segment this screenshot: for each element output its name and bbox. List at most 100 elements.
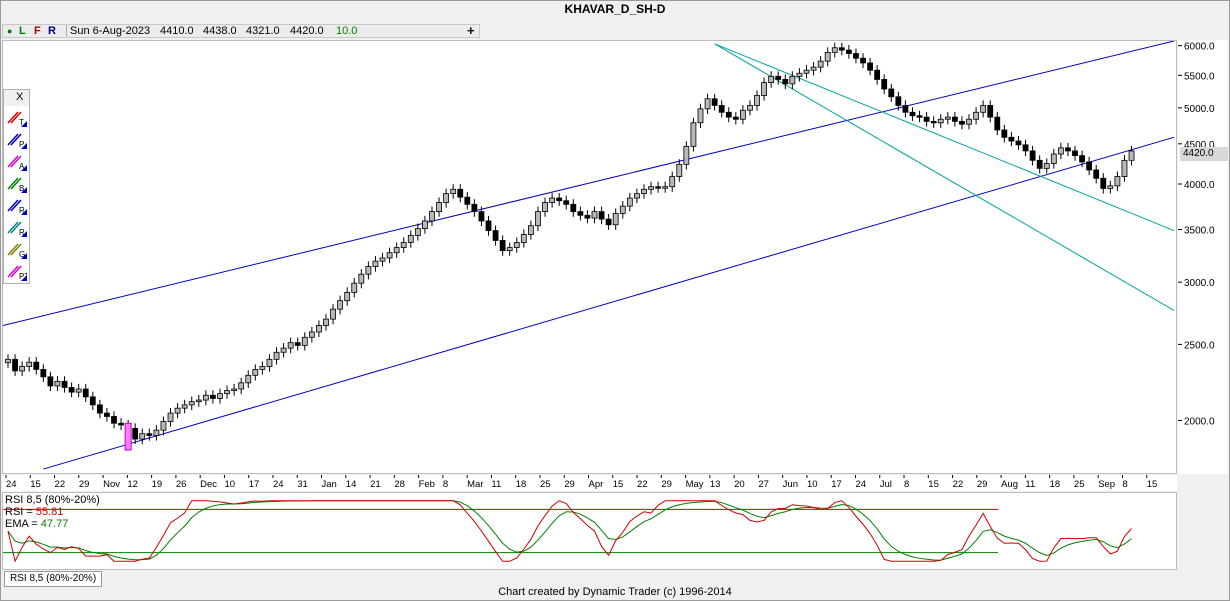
- date-tick-label: 29: [564, 479, 575, 490]
- candle: [711, 93, 718, 111]
- candle: [768, 71, 775, 88]
- candle-body-down: [47, 376, 54, 387]
- candle-body-up: [1043, 163, 1050, 169]
- candle-body-up: [704, 98, 711, 110]
- candle: [697, 103, 704, 128]
- candle-body-down: [732, 116, 739, 120]
- candle: [881, 74, 888, 95]
- candle: [457, 184, 464, 203]
- toolbar-tool-3[interactable]: B: [4, 173, 29, 195]
- candle: [104, 408, 110, 422]
- price-axis-svg: 6000.0 5500.0 5000.0 4500.0 4000.0 3500.0 3000…: [1178, 42, 1215, 428]
- candle: [287, 337, 294, 354]
- date-tick-label: 11: [491, 479, 501, 490]
- candle: [429, 206, 435, 227]
- candle: [513, 237, 520, 253]
- candle-body-down: [111, 416, 117, 424]
- price-tick-label: 5000.0: [1184, 104, 1215, 115]
- candle: [478, 206, 485, 227]
- candle: [323, 314, 329, 331]
- parallel-lines-tool-icon: P: [7, 133, 27, 149]
- candle-body-up: [238, 382, 245, 390]
- candle-body-down: [1100, 177, 1107, 189]
- candle-body-up: [217, 393, 223, 399]
- candle: [231, 383, 238, 396]
- flag-r[interactable]: R: [48, 25, 56, 37]
- status-dot-icon: ●: [7, 26, 13, 36]
- date-tick-label: 27: [758, 479, 769, 490]
- candle-body-up: [429, 211, 435, 222]
- candle-body-up: [386, 252, 393, 259]
- candle-body-down: [210, 394, 216, 399]
- svg-text:P: P: [19, 140, 24, 149]
- date-tick-label: 8: [904, 479, 909, 490]
- svg-text:PT: PT: [19, 272, 27, 281]
- candle-body-up: [323, 318, 329, 326]
- date-tick-label: 14: [346, 479, 357, 490]
- date-tick-label: 31: [297, 479, 308, 490]
- toolbar-tool-4[interactable]: R: [4, 195, 29, 217]
- candle: [944, 112, 951, 125]
- candle: [605, 213, 612, 230]
- toolbar-tool-6[interactable]: G: [4, 239, 29, 261]
- add-indicator-button[interactable]: +: [467, 23, 475, 38]
- candle-body-down: [895, 96, 902, 106]
- rsi-legend: RSI 8,5 (80%-20%) RSI = 55.81 EMA = 47.7…: [5, 494, 100, 530]
- toolbar-tool-2[interactable]: A: [4, 151, 29, 173]
- candle-body-up: [690, 122, 697, 147]
- chart-title: KHAVAR_D_SH-D: [564, 2, 666, 16]
- candle-body-down: [478, 211, 485, 222]
- candle-body-down: [96, 404, 103, 414]
- candle-body-down: [12, 358, 18, 372]
- candle-body-down: [1008, 136, 1015, 142]
- candle-body-down: [457, 188, 464, 198]
- fan-line-upper: [714, 43, 1175, 232]
- date-tick-label: May: [686, 479, 704, 490]
- candle: [937, 114, 944, 128]
- candle: [492, 225, 499, 246]
- candle-body-up: [528, 225, 534, 235]
- date-tick-label: Mar: [467, 479, 483, 490]
- date-tick-label: Feb: [419, 479, 435, 490]
- candle: [407, 230, 414, 248]
- flag-l[interactable]: L: [19, 25, 26, 37]
- toolbar-tool-0[interactable]: T: [4, 107, 29, 129]
- flag-f[interactable]: F: [34, 25, 41, 37]
- candle: [690, 117, 697, 152]
- toolbar-tool-7[interactable]: PT: [4, 261, 29, 283]
- rsi-panel[interactable]: [2, 492, 1177, 570]
- candle: [994, 112, 1001, 136]
- candle-body-up: [612, 213, 619, 226]
- toolbar-close-button[interactable]: X: [4, 90, 29, 107]
- date-tick-label: 17: [831, 479, 842, 490]
- candle: [1057, 142, 1064, 160]
- date-tick-label: 18: [1050, 479, 1061, 490]
- price-chart-area[interactable]: [2, 40, 1177, 474]
- candle: [683, 141, 690, 170]
- candle: [485, 215, 492, 236]
- candle-body-up: [747, 105, 753, 111]
- tab-rsi[interactable]: RSI 8,5 (80%-20%): [4, 571, 103, 587]
- date-tick-label: Sep: [1098, 479, 1115, 490]
- toolbar-tool-1[interactable]: P: [4, 129, 29, 151]
- candle-body-up: [506, 247, 513, 252]
- candle-body-down: [33, 361, 40, 370]
- date-tick-label: 13: [710, 479, 721, 490]
- candle-body-up: [167, 412, 174, 422]
- candle-body-down: [556, 197, 563, 202]
- candle: [987, 100, 994, 123]
- candle-body-up: [1107, 185, 1114, 189]
- candle: [796, 68, 803, 82]
- candle: [167, 408, 174, 427]
- price-tick-label: 4000.0: [1184, 180, 1215, 191]
- toolbar-tool-5[interactable]: R: [4, 217, 29, 239]
- info-bar: ● L F R Sun 6-Aug-2023 4410.0 4438.0 432…: [2, 24, 480, 38]
- candle: [61, 376, 68, 393]
- date-tick-label: 22: [637, 479, 648, 490]
- price-tick-label: 3000.0: [1184, 278, 1215, 289]
- candle: [47, 371, 54, 392]
- candle: [210, 390, 216, 404]
- channel-upper-line: [2, 40, 1175, 326]
- candle: [308, 326, 315, 343]
- rsi-value: 55.81: [35, 506, 64, 518]
